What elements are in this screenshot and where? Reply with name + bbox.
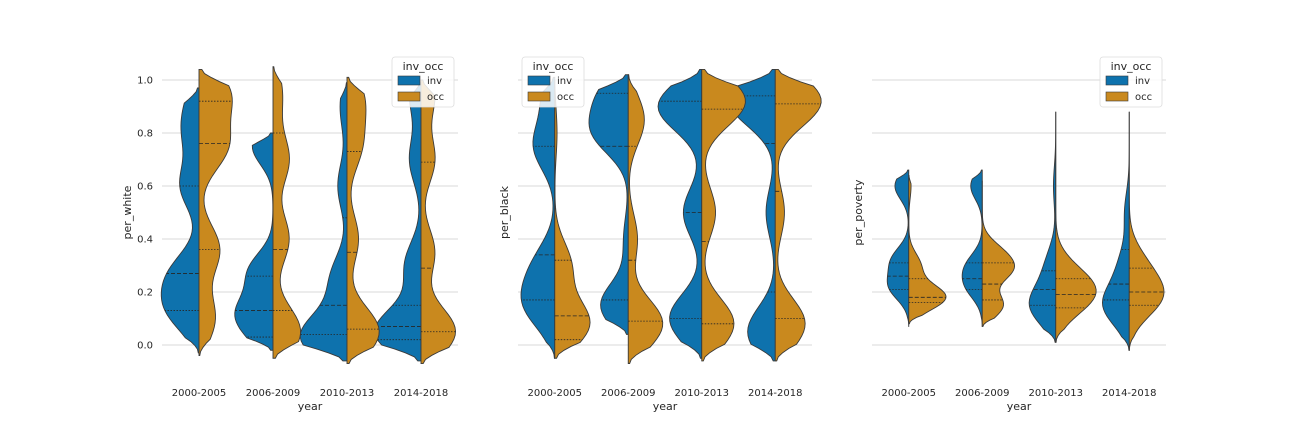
legend-swatch-inv [1105,75,1129,86]
x-tick-label: 2010-2013 [320,388,375,399]
legend-label-inv: inv [557,76,572,87]
violin-occ-2014-2018 [1128,111,1165,351]
violin-inv-2000-2005 [520,76,556,359]
violin-occ-2000-2005 [908,174,947,325]
x-tick-label: 2006-2009 [955,388,1010,399]
violin-occ-2006-2009 [627,74,664,364]
legend-title: inv_occ [1111,60,1152,73]
x-tick-label: 2006-2009 [246,388,301,399]
x-tick-label: 2000-2005 [172,388,227,399]
x-tick-label: 2014-2018 [394,388,449,399]
legend-swatch-inv [527,75,551,86]
x-tick-label: 2010-2013 [1028,388,1083,399]
legend-title: inv_occ [403,60,444,73]
violin-inv-2006-2009 [588,74,629,335]
violin-inv-2010-2013 [1028,111,1057,343]
y-tick-label: 0.2 [137,288,153,299]
x-tick-label: 2010-2013 [674,388,729,399]
violin-occ-2006-2009 [981,180,1016,327]
y-tick-label: 0.8 [137,129,153,140]
violin-inv-2000-2005 [160,87,200,354]
legend-swatch-inv [397,75,421,86]
legend-swatch-occ [527,91,551,102]
chart-panel-3: 2000-2005 2006-2009 2010-2013 2014-2018 year… [852,56,1166,413]
violin-occ-2010-2013 [701,68,746,362]
violin-occ-2000-2005 [198,68,233,357]
x-axis-label: year [298,400,323,413]
violin-inv-2006-2009 [961,169,983,327]
violin-occ-2010-2013 [346,76,380,364]
violin-inv-2014-2018 [374,82,422,362]
violin-inv-2014-2018 [1101,111,1130,351]
legend-label-inv: inv [1135,76,1150,87]
legend-label-occ: occ [557,92,574,103]
y-tick-label: 0.0 [137,341,153,352]
y-tick-label: 0.6 [137,182,153,193]
legend-swatch-occ [1105,91,1129,102]
violin-inv-2006-2009 [234,132,274,351]
chart-panel-1: 0.0 0.2 0.4 0.6 0.8 1.0 2000-2005 2006-2009 2010… [121,56,458,413]
legend-label-occ: occ [1135,92,1152,103]
x-tick-label: 2014-2018 [1102,388,1157,399]
violin-occ-2014-2018 [420,79,457,364]
chart-panel-2: 2000-2005 2006-2009 2010-2013 2014-2018 year… [498,56,822,413]
violin-inv-2010-2013 [299,82,348,362]
violin-occ-2000-2005 [554,79,591,359]
violin-inv-2010-2013 [657,68,703,359]
y-tick-label: 1.0 [137,76,153,87]
x-tick-label: 2006-2009 [601,388,656,399]
x-axis-label: year [653,400,678,413]
violin-occ-2006-2009 [272,66,302,359]
y-tick-label: 0.4 [137,235,153,246]
y-axis-label: per_poverty [852,179,865,246]
legend-title: inv_occ [533,60,574,73]
y-axis-label: per_black [498,185,511,239]
x-tick-label: 2014-2018 [748,388,803,399]
violin-occ-2010-2013 [1055,111,1097,343]
x-tick-label: 2000-2005 [881,388,936,399]
x-axis-label: year [1007,400,1032,413]
violin-inv-2000-2005 [886,169,910,327]
legend-label-inv: inv [427,76,442,87]
legend-label-occ: occ [427,92,444,103]
legend-swatch-occ [397,91,421,102]
x-tick-label: 2000-2005 [527,388,582,399]
violin-occ-2014-2018 [774,68,822,362]
y-axis-label: per_white [121,185,134,239]
